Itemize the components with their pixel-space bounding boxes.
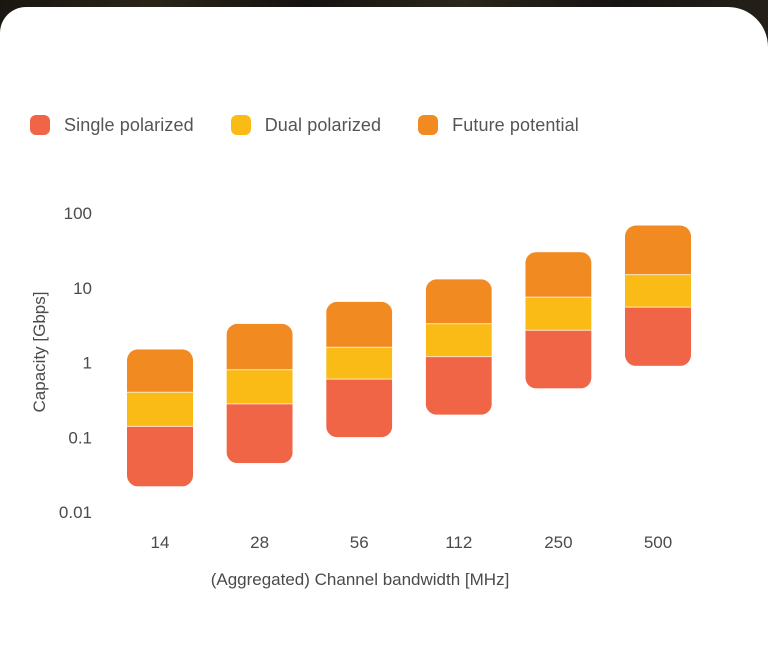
x-tick-label-250: 250 (544, 533, 572, 552)
y-axis-title: Capacity [Gbps] (30, 292, 49, 413)
x-tick-label-28: 28 (250, 533, 269, 552)
bar-segment-dual-polarized-14 (127, 392, 193, 427)
bar-segment-dual-polarized-56 (326, 347, 393, 380)
bar-segment-future-potential-250 (525, 252, 592, 298)
x-axis-title: (Aggregated) Channel bandwidth [MHz] (211, 570, 510, 589)
bar-segment-single-polarized-28 (226, 403, 293, 464)
bar-segment-future-potential-14 (127, 349, 193, 393)
bar-group-250 (525, 252, 592, 389)
bar-group-14 (127, 349, 193, 487)
bar-segment-future-potential-112 (425, 279, 492, 324)
x-tick-label-112: 112 (445, 533, 472, 552)
bar-group-28 (226, 323, 293, 464)
x-tick-label-56: 56 (350, 533, 369, 552)
legend-swatch-single-polarized (30, 115, 50, 135)
bar-segment-single-polarized-250 (525, 330, 592, 389)
legend-label-future-potential: Future potential (452, 114, 579, 135)
legend-label-dual-polarized: Dual polarized (264, 114, 382, 135)
bar-segment-single-polarized-14 (127, 426, 193, 487)
bar-group-56 (326, 301, 393, 438)
x-tick-label-14: 14 (151, 533, 170, 552)
legend-item-single-polarized: Single polarized (30, 115, 194, 136)
bar-segment-single-polarized-56 (326, 379, 393, 438)
bar-segment-future-potential-500 (625, 225, 691, 275)
bar-segment-dual-polarized-500 (625, 274, 691, 308)
y-tick-label: 0.01 (59, 503, 92, 522)
y-tick-label: 10 (73, 279, 92, 298)
legend-swatch-future-potential (418, 115, 439, 135)
legend-item-future-potential: Future potential (418, 115, 579, 136)
x-tick-label-500: 500 (644, 533, 672, 552)
legend-label-single-polarized: Single polarized (64, 114, 194, 135)
bar-segment-future-potential-28 (226, 323, 293, 370)
bar-segment-dual-polarized-112 (425, 323, 492, 357)
legend-swatch-dual-polarized (230, 115, 251, 135)
y-tick-label: 1 (83, 354, 92, 373)
legend-item-dual-polarized: Dual polarized (230, 114, 382, 136)
y-tick-label: 0.1 (68, 428, 92, 447)
bar-group-500 (625, 225, 691, 366)
chart-legend: Single polarized Dual polarized Future p… (30, 113, 616, 137)
bar-segment-single-polarized-500 (625, 307, 691, 366)
bar-segment-future-potential-56 (326, 301, 393, 348)
bar-segment-dual-polarized-250 (525, 297, 592, 331)
bar-group-112 (425, 279, 492, 415)
bar-segment-single-polarized-112 (425, 356, 492, 415)
bar-segment-dual-polarized-28 (226, 369, 293, 404)
y-tick-label: 100 (64, 204, 92, 223)
